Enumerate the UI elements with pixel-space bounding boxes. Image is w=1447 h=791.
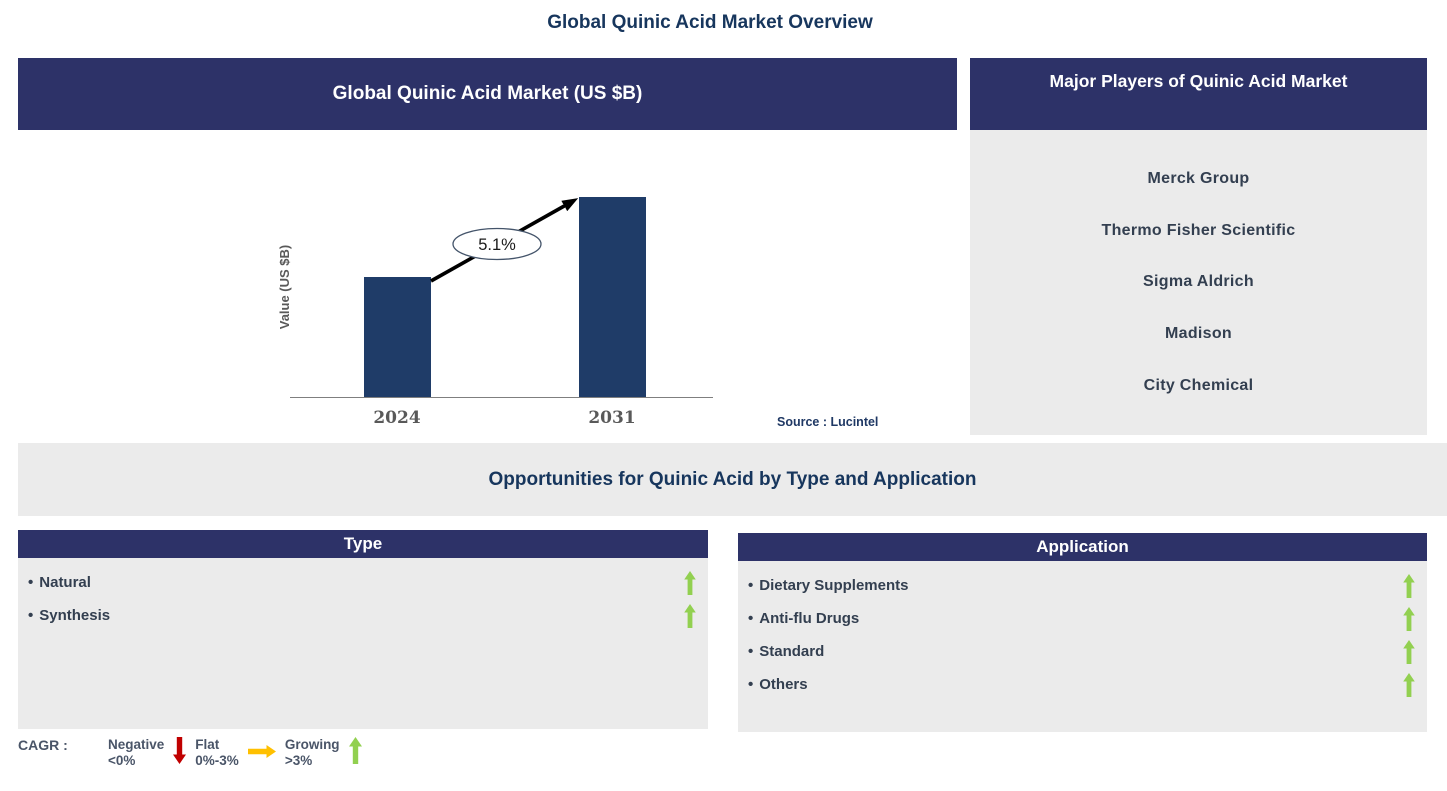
bar-chart: Value (US $B) 2024 2031 5.1% Source : Lu… xyxy=(18,130,957,443)
cagr-legend-label: CAGR : xyxy=(18,737,68,753)
cagr-ellipse xyxy=(452,227,542,261)
growing-up-arrow-icon xyxy=(1403,573,1415,598)
opportunities-title: Opportunities for Quinic Acid by Type an… xyxy=(488,468,977,490)
bullet-icon: • xyxy=(748,643,754,660)
company-name: Thermo Fisher Scientific xyxy=(1101,221,1296,239)
list-item: • Anti-flu Drugs xyxy=(748,602,1415,635)
growing-up-arrow-icon xyxy=(1403,672,1415,697)
bar-2024 xyxy=(364,277,431,397)
growth-arrow-line xyxy=(430,198,579,283)
bullet-icon: • xyxy=(748,610,754,627)
type-panel-body: • Natural • Synthesis xyxy=(18,558,708,729)
major-players-list: Merck Group Thermo Fisher Scientific Sig… xyxy=(970,130,1427,435)
growing-up-arrow-icon xyxy=(684,570,696,595)
page-title: Global Quinic Acid Market Overview xyxy=(547,12,873,33)
source-note: Source : Lucintel xyxy=(777,415,879,429)
growing-up-arrow-icon xyxy=(1403,639,1415,664)
legend-entry-flat: Flat 0%-3% xyxy=(195,737,239,768)
application-item-label: • Dietary Supplements xyxy=(748,577,909,594)
bullet-icon: • xyxy=(28,607,34,624)
market-chart-panel: Global Quinic Acid Market (US $B) Value … xyxy=(18,58,957,443)
market-chart-header: Global Quinic Acid Market (US $B) xyxy=(18,58,957,130)
bullet-icon: • xyxy=(748,676,754,693)
application-item-label: • Standard xyxy=(748,643,825,660)
opportunities-band: Opportunities for Quinic Acid by Type an… xyxy=(18,443,1447,516)
application-item-label: • Others xyxy=(748,676,808,693)
company-name: Sigma Aldrich xyxy=(1143,273,1254,291)
major-players-panel: Major Players of Quinic Acid Market Merc… xyxy=(970,58,1427,435)
type-item-label: • Natural xyxy=(28,574,91,591)
type-panel-header: Type xyxy=(18,530,708,558)
x-tick-2031: 2031 xyxy=(588,408,636,428)
cagr-annotation: 5.1% xyxy=(478,236,516,254)
company-name: City Chemical xyxy=(1143,377,1254,395)
bullet-icon: • xyxy=(28,574,34,591)
application-panel-header: Application xyxy=(738,533,1427,561)
legend-entry-negative: Negative <0% xyxy=(108,737,165,768)
list-item: • Dietary Supplements xyxy=(748,569,1415,602)
growing-up-arrow-icon xyxy=(684,603,696,628)
growing-up-arrow-icon xyxy=(1403,606,1415,631)
list-item: • Standard xyxy=(748,635,1415,668)
flat-right-arrow-icon xyxy=(247,745,276,758)
bullet-icon: • xyxy=(748,577,754,594)
legend-entry-growing: Growing >3% xyxy=(284,737,340,768)
growing-up-arrow-icon xyxy=(348,737,362,764)
list-item: • Others xyxy=(748,668,1415,701)
x-tick-2024: 2024 xyxy=(373,408,421,428)
list-item: • Synthesis xyxy=(28,599,696,632)
type-item-label: • Synthesis xyxy=(28,607,111,624)
cagr-legend: CAGR : Negative <0% Flat 0%-3% Growing >… xyxy=(18,737,371,769)
type-panel: Type • Natural • Synthesis xyxy=(18,530,708,729)
application-panel: Application • Dietary Supplements • Anti-f… xyxy=(738,533,1427,732)
list-item: • Natural xyxy=(28,566,696,599)
bar-2031 xyxy=(579,197,646,397)
application-panel-body: • Dietary Supplements • Anti-flu Drugs • St… xyxy=(738,561,1427,732)
x-axis-line xyxy=(290,397,713,398)
major-players-header: Major Players of Quinic Acid Market xyxy=(970,58,1427,130)
negative-down-arrow-icon xyxy=(173,737,187,764)
application-item-label: • Anti-flu Drugs xyxy=(748,610,860,627)
company-name: Madison xyxy=(1165,325,1232,343)
company-name: Merck Group xyxy=(1147,169,1250,187)
y-axis-label: Value (US $B) xyxy=(277,244,292,330)
